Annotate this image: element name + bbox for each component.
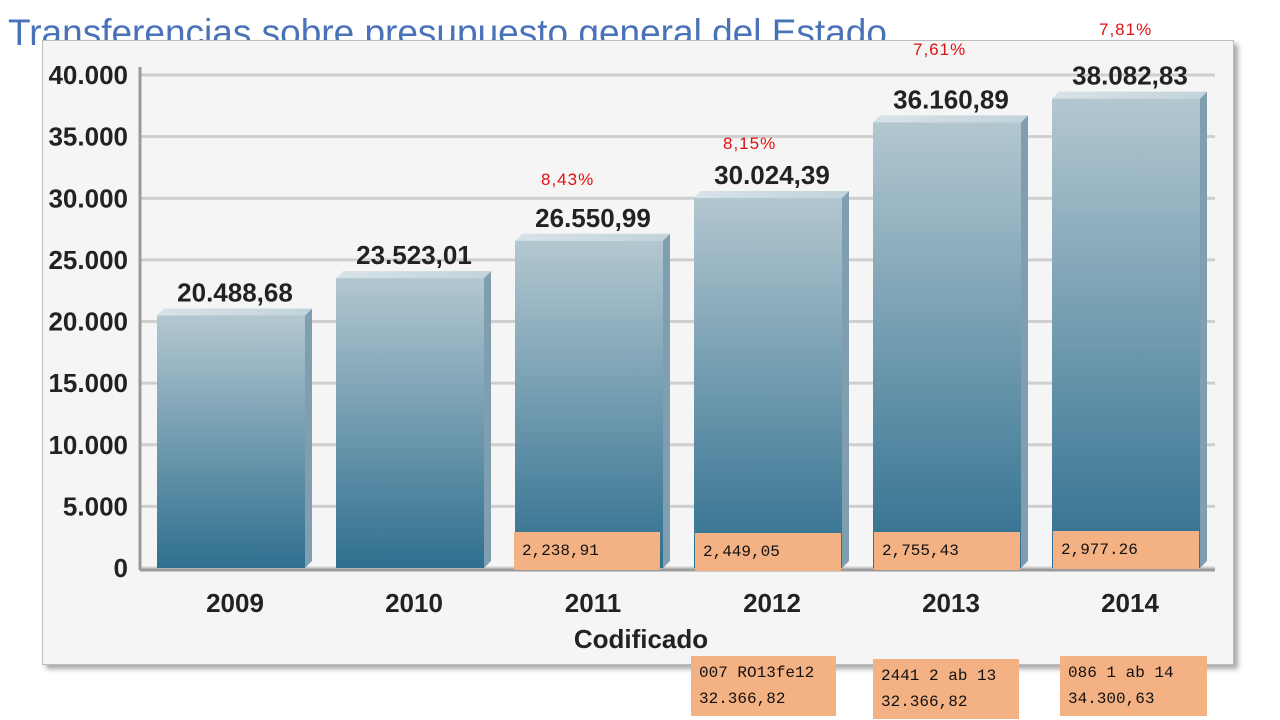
inner-box-2013: 2,755,43: [874, 532, 1020, 570]
data-label-2013: 36.160,89: [893, 84, 1009, 114]
x-tick-label: 2010: [385, 588, 443, 618]
bar-side-2009: [305, 308, 312, 568]
bar-top-2014: [1052, 91, 1207, 99]
bar-side-2012: [842, 190, 849, 568]
bar-top-2009: [157, 308, 312, 316]
percent-label-2012: 8,15%: [723, 134, 777, 153]
data-label-2010: 23.523,01: [356, 240, 472, 270]
bar-2014: [1052, 98, 1200, 568]
data-label-2014: 38.082,83: [1072, 61, 1188, 91]
bottom-box-2012: 007 RO13fe12 32.366,82: [691, 656, 836, 716]
bottom-box-2014-line1: 086 1 ab 14: [1068, 664, 1174, 682]
bar-side-2013: [1021, 115, 1028, 569]
bar-top-2012: [694, 190, 849, 198]
bar-top-2013: [873, 115, 1028, 123]
data-label-2012: 30.024,39: [714, 160, 830, 190]
bar-2011: [515, 240, 663, 569]
data-label-2011: 26.550,99: [535, 203, 651, 233]
bar-2013: [873, 122, 1021, 569]
y-tick-label: 15.000: [48, 368, 128, 398]
bottom-box-2013: 2441 2 ab 13 32.366,82: [873, 659, 1019, 719]
y-tick-label: 10.000: [48, 430, 128, 460]
bottom-box-2012-line1: 007 RO13fe12: [699, 664, 815, 682]
y-tick-label: 30.000: [48, 183, 128, 213]
percent-label-2011: 8,43%: [541, 170, 595, 189]
y-tick-label: 20.000: [48, 307, 128, 337]
bar-side-2010: [484, 271, 491, 568]
bar-2012: [694, 197, 842, 568]
bar-2010: [336, 278, 484, 568]
x-tick-label: 2013: [922, 588, 980, 618]
bottom-box-2013-line1: 2441 2 ab 13: [881, 667, 997, 685]
bar-side-2011: [663, 233, 670, 569]
bottom-box-2012-line2: 32.366,82: [699, 690, 786, 708]
x-tick-label: 2012: [743, 588, 801, 618]
percent-label-2014: 7,81%: [1099, 20, 1153, 39]
x-axis-title: Codificado: [574, 624, 708, 654]
y-tick-label: 5.000: [63, 491, 128, 521]
inner-box-2011: 2,238,91: [514, 532, 660, 570]
inner-box-2012: 2,449,05: [695, 533, 841, 571]
data-label-2009: 20.488,68: [177, 277, 293, 307]
bar-side-2014: [1200, 91, 1207, 568]
x-tick-label: 2011: [565, 588, 621, 618]
bottom-box-2014: 086 1 ab 14 34.300,63: [1060, 656, 1207, 716]
y-tick-label: 25.000: [48, 245, 128, 275]
bottom-box-2014-line2: 34.300,63: [1068, 690, 1155, 708]
bar-2009: [157, 315, 305, 568]
inner-box-2014: 2,977.26: [1053, 531, 1199, 569]
y-tick-label: 35.000: [48, 122, 128, 152]
x-tick-label: 2014: [1101, 588, 1159, 618]
percent-label-2013: 7,61%: [913, 40, 967, 59]
y-tick-label: 40.000: [48, 60, 128, 90]
bar-top-2010: [336, 271, 491, 279]
y-tick-label: 0: [114, 553, 128, 583]
bottom-box-2013-line2: 32.366,82: [881, 693, 968, 711]
x-tick-label: 2009: [206, 588, 264, 618]
bar-top-2011: [515, 233, 670, 241]
